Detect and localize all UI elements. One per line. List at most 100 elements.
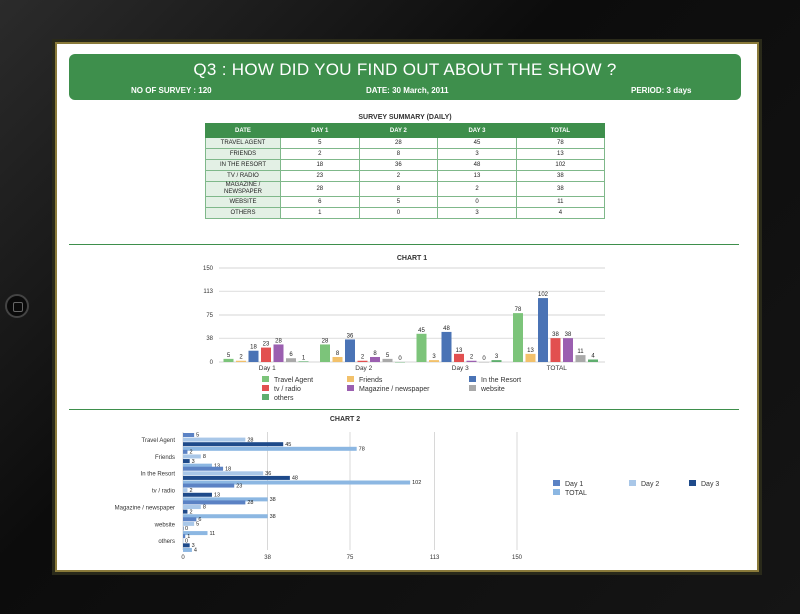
bar	[183, 480, 411, 485]
y-tick-label: tv / radio	[152, 489, 176, 495]
x-tick-label: 0	[181, 555, 185, 561]
y-tick-label: website	[154, 522, 176, 528]
data-label: 5	[227, 353, 231, 359]
bar	[183, 463, 212, 468]
bar	[183, 538, 184, 543]
data-label: 11	[577, 349, 584, 355]
legend-label: Friends	[359, 377, 383, 384]
bar	[588, 359, 598, 362]
table-cell: 28	[358, 137, 439, 149]
table-row: WEBSITE 6 5 0 11	[205, 196, 606, 208]
bar	[183, 442, 284, 447]
y-tick-label: 75	[206, 313, 213, 319]
table-cell: TRAVEL AGENT	[205, 137, 281, 149]
data-label: 4	[194, 548, 197, 554]
table-cell: 3	[437, 148, 517, 160]
bar	[183, 531, 208, 536]
summary-title: SURVEY SUMMARY (DAILY)	[358, 114, 452, 121]
legend-label: others	[274, 395, 294, 402]
table-row: IN THE RESORT 18 36 48 102	[205, 159, 606, 171]
bar	[320, 344, 330, 362]
bar	[183, 454, 201, 459]
data-label: 2	[361, 355, 365, 361]
bar	[183, 459, 190, 464]
table-cell: WEBSITE	[205, 196, 281, 208]
data-label: 2	[189, 488, 192, 494]
data-label: 8	[203, 505, 206, 511]
table-cell: 102	[515, 159, 606, 171]
bar	[357, 360, 368, 362]
legend-swatch	[553, 480, 560, 486]
chart-2-title: CHART 2	[330, 416, 360, 423]
legend-swatch	[262, 376, 269, 382]
data-label: 3	[495, 354, 499, 360]
data-label: 13	[214, 492, 220, 498]
data-label: 3	[192, 459, 195, 465]
data-label: 18	[225, 466, 231, 472]
data-label: 0	[482, 356, 486, 362]
legend-label: TOTAL	[565, 490, 587, 497]
bar	[183, 500, 246, 505]
table-cell: 23	[280, 170, 360, 182]
data-label: 3	[192, 543, 195, 549]
y-tick-label: 38	[206, 336, 213, 342]
bar	[491, 360, 502, 362]
y-tick-label: Friends	[155, 455, 175, 461]
legend-swatch	[629, 480, 636, 486]
x-tick-label: Day 1	[259, 365, 276, 372]
table-cell: 2	[280, 148, 360, 160]
data-label: 38	[565, 332, 572, 338]
data-label: 5	[386, 353, 390, 359]
bar	[563, 338, 573, 362]
data-label: 28	[247, 437, 253, 443]
bar	[382, 358, 393, 362]
table-row: OTHERS 1 0 3 4	[205, 207, 606, 219]
chart-1-title: CHART 1	[397, 255, 427, 262]
data-label: 18	[250, 345, 257, 351]
survey-count: NO OF SURVEY : 120	[131, 86, 212, 95]
data-label: 0	[185, 526, 188, 532]
data-label: 1	[302, 355, 306, 361]
data-label: 6	[289, 352, 293, 358]
y-tick-label: 0	[210, 360, 214, 366]
table-cell: 8	[358, 181, 439, 197]
legend-swatch	[553, 489, 560, 495]
bar	[273, 344, 284, 362]
table-row: TV / RADIO 23 2 13 38	[205, 170, 606, 182]
legend-label: Day 3	[701, 481, 719, 488]
home-button[interactable]	[5, 294, 29, 318]
table-cell: 28	[280, 181, 360, 197]
table-cell: 36	[358, 159, 439, 171]
page-title: Q3 : HOW DID YOU FIND OUT ABOUT THE SHOW…	[193, 60, 617, 79]
x-tick-label: TOTAL	[547, 365, 568, 372]
data-label: 13	[527, 348, 534, 354]
data-label: 13	[456, 348, 463, 354]
data-label: 78	[515, 307, 522, 313]
legend-label: Day 2	[641, 481, 659, 488]
summary-header-cell: DAY 1	[280, 123, 360, 138]
bar	[466, 360, 477, 362]
table-cell: 38	[515, 170, 606, 182]
table-cell: TV / RADIO	[205, 170, 281, 182]
data-label: 1	[187, 534, 190, 540]
legend-swatch	[689, 480, 696, 486]
summary-header-cell: DATE	[205, 123, 281, 138]
title-banner: Q3 : HOW DID YOU FIND OUT ABOUT THE SHOW…	[69, 54, 741, 100]
bar	[183, 471, 264, 476]
data-label: 4	[591, 353, 595, 359]
y-tick-label: 150	[203, 266, 214, 272]
data-label: 5	[196, 522, 199, 528]
table-cell: 13	[515, 148, 606, 160]
x-tick-label: 38	[264, 555, 271, 561]
summary-header-cell: TOTAL	[515, 123, 606, 138]
summary-header-row: DATE DAY 1 DAY 2 DAY 3 TOTAL	[205, 123, 606, 138]
bar	[183, 514, 268, 519]
data-label: 28	[275, 338, 282, 344]
legend-swatch	[347, 385, 354, 391]
bar	[286, 358, 296, 362]
bar	[183, 437, 246, 442]
data-label: 78	[359, 447, 365, 453]
y-tick-label: Travel Agent	[142, 438, 176, 444]
